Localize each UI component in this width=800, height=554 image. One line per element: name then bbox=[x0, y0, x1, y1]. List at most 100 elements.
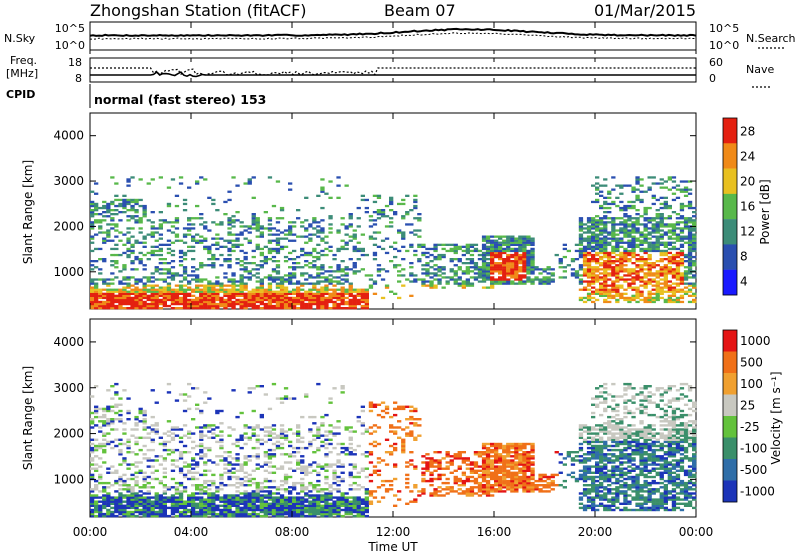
heatmap-cell bbox=[679, 204, 685, 208]
heatmap-cell bbox=[312, 219, 317, 222]
heatmap-cell bbox=[692, 292, 697, 295]
heatmap-cell bbox=[106, 202, 111, 206]
heatmap-cell bbox=[150, 304, 155, 308]
heatmap-cell bbox=[207, 307, 212, 310]
heatmap-cell bbox=[425, 467, 430, 470]
heatmap-cell bbox=[130, 502, 135, 505]
heatmap-cell bbox=[219, 300, 224, 304]
heatmap-cell bbox=[243, 302, 248, 306]
heatmap-cell bbox=[162, 221, 167, 224]
heatmap-cell bbox=[651, 243, 656, 246]
heatmap-cell bbox=[356, 496, 361, 499]
heatmap-cell bbox=[591, 292, 596, 295]
heatmap-cell bbox=[199, 304, 204, 308]
heatmap-cell bbox=[655, 292, 660, 295]
heatmap-cell bbox=[187, 274, 192, 277]
heatmap-cell bbox=[158, 225, 163, 228]
heatmap-cell bbox=[243, 288, 248, 291]
heatmap-cell bbox=[227, 494, 232, 497]
heatmap-cell bbox=[292, 500, 297, 503]
heatmap-cell bbox=[465, 268, 470, 271]
heatmap-cell bbox=[603, 206, 608, 210]
heatmap-cell bbox=[243, 266, 248, 269]
heatmap-cell bbox=[502, 241, 507, 244]
heatmap-cell bbox=[619, 200, 624, 204]
heatmap-cell bbox=[397, 264, 402, 267]
heatmap-cell bbox=[635, 294, 640, 297]
heatmap-cell bbox=[300, 488, 305, 491]
heatmap-cell bbox=[142, 422, 147, 425]
heatmap-cell bbox=[356, 504, 361, 507]
heatmap-cell bbox=[413, 278, 418, 281]
heatmap-cell bbox=[554, 253, 559, 257]
heatmap-cell bbox=[255, 235, 260, 238]
heatmap-cell bbox=[667, 255, 672, 259]
heatmap-cell bbox=[279, 284, 285, 287]
heatmap-cell bbox=[586, 274, 592, 277]
heatmap-cell bbox=[683, 274, 689, 277]
heatmap-cell bbox=[94, 411, 99, 415]
heatmap-cell bbox=[102, 434, 107, 437]
heatmap-cell bbox=[667, 237, 672, 240]
heatmap-cell bbox=[211, 504, 216, 507]
heatmap-cell bbox=[138, 178, 143, 181]
heatmap-cell bbox=[126, 231, 131, 234]
heatmap-cell bbox=[142, 420, 147, 423]
heatmap-cell bbox=[154, 514, 159, 518]
heatmap-cell bbox=[102, 211, 107, 214]
heatmap-cell bbox=[182, 290, 188, 293]
heatmap-cell bbox=[655, 213, 660, 216]
heatmap-cell bbox=[348, 286, 353, 289]
heatmap-cell bbox=[259, 264, 264, 267]
heatmap-cell bbox=[643, 260, 648, 263]
heatmap-cell bbox=[231, 442, 236, 446]
heatmap-cell bbox=[178, 436, 184, 439]
heatmap-cell bbox=[98, 442, 103, 446]
heatmap-cell bbox=[150, 286, 155, 289]
heatmap-cell bbox=[481, 243, 487, 246]
heatmap-cell bbox=[90, 307, 95, 310]
heatmap-cell bbox=[635, 258, 640, 261]
heatmap-cell bbox=[267, 510, 273, 514]
heatmap-cell bbox=[348, 225, 353, 228]
heatmap-cell bbox=[675, 274, 681, 277]
heatmap-cell bbox=[348, 294, 353, 297]
heatmap-cell bbox=[211, 484, 216, 487]
heatmap-cell bbox=[243, 436, 248, 439]
heatmap-cell bbox=[514, 255, 519, 259]
heatmap-cell bbox=[595, 298, 600, 302]
heatmap-cell bbox=[154, 253, 159, 257]
heatmap-cell bbox=[332, 434, 337, 437]
heatmap-cell bbox=[413, 249, 418, 253]
heatmap-cell bbox=[243, 496, 248, 499]
heatmap-cell bbox=[659, 266, 664, 269]
heatmap-cell bbox=[413, 467, 418, 470]
heatmap-cell bbox=[336, 502, 341, 505]
heatmap-cell bbox=[275, 233, 281, 236]
heatmap-cell bbox=[336, 231, 341, 234]
heatmap-cell bbox=[122, 282, 127, 285]
heatmap-cell bbox=[263, 514, 268, 518]
heatmap-cell bbox=[203, 286, 208, 289]
heatmap-cell bbox=[300, 446, 305, 450]
heatmap-cell bbox=[316, 272, 321, 275]
heatmap-cell bbox=[413, 229, 418, 232]
heatmap-cell bbox=[235, 284, 240, 287]
heatmap-cell bbox=[425, 461, 430, 464]
heatmap-cell bbox=[663, 245, 668, 248]
heatmap-cell bbox=[429, 266, 434, 269]
heatmap-cell bbox=[510, 274, 515, 277]
heatmap-cell bbox=[146, 258, 151, 261]
heatmap-cell bbox=[595, 182, 600, 185]
heatmap-cell bbox=[195, 286, 200, 289]
heatmap-cell bbox=[421, 243, 426, 246]
heatmap-cell bbox=[595, 200, 600, 204]
heatmap-cell bbox=[138, 221, 143, 224]
heatmap-cell bbox=[320, 298, 325, 302]
heatmap-cell bbox=[215, 276, 220, 279]
heatmap-cell bbox=[332, 446, 337, 450]
heatmap-cell bbox=[494, 251, 499, 255]
heatmap-cell bbox=[526, 255, 531, 259]
heatmap-cell bbox=[130, 451, 135, 454]
heatmap-cell bbox=[102, 294, 107, 297]
